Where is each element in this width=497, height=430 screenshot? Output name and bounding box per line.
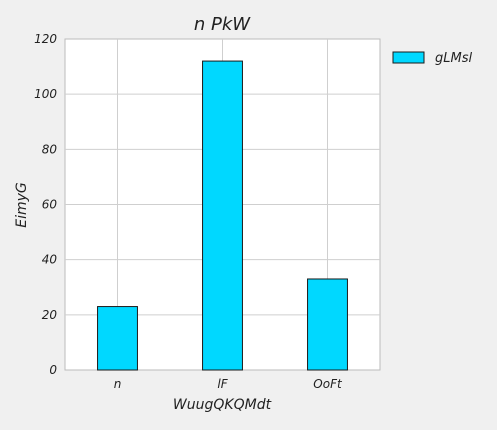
y-tick-label: 40 <box>42 253 58 267</box>
bar-OoFt <box>307 278 348 371</box>
y-tick-label: 120 <box>34 32 57 46</box>
y-tick-label: 80 <box>42 142 58 156</box>
y-tick-labels: 0 20 40 60 80 100 120 <box>34 32 57 377</box>
bar-n <box>97 306 138 371</box>
x-tick-label: OoFt <box>313 377 343 391</box>
y-tick-label: 20 <box>42 308 58 322</box>
y-tick-label: 60 <box>42 198 58 212</box>
chart-title: n PkW <box>194 14 251 35</box>
y-axis-label: EimyG <box>14 182 30 228</box>
x-tick-label: n <box>114 377 122 391</box>
legend-label: gLMsl <box>435 51 472 66</box>
y-tick-label: 100 <box>34 87 57 101</box>
y-tick-label: 0 <box>49 363 57 377</box>
x-tick-label: lF <box>217 377 228 391</box>
x-axis-label: WuugQKQMdt <box>173 397 272 413</box>
bars <box>97 60 348 371</box>
legend: gLMsl <box>392 51 472 66</box>
x-tick-labels: n lF OoFt <box>114 377 343 391</box>
bar-lF <box>202 60 243 371</box>
legend-swatch <box>392 51 425 64</box>
